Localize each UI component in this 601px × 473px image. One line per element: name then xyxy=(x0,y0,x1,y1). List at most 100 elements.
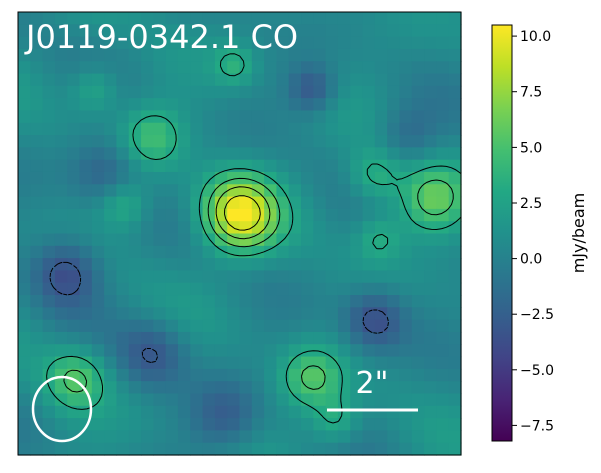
map-pixel xyxy=(288,442,302,456)
map-pixel xyxy=(448,110,462,124)
map-pixel xyxy=(436,430,450,444)
map-pixel xyxy=(313,282,327,296)
map-pixel xyxy=(30,430,44,444)
map-pixel xyxy=(362,171,376,185)
map-pixel xyxy=(30,110,44,124)
map-pixel xyxy=(190,48,204,62)
map-pixel xyxy=(411,270,425,284)
map-pixel xyxy=(264,122,278,136)
map-pixel xyxy=(141,430,154,444)
map-pixel xyxy=(177,405,191,419)
map-pixel xyxy=(128,135,142,148)
map-pixel xyxy=(411,147,425,161)
map-pixel xyxy=(350,184,364,198)
map-pixel xyxy=(399,381,413,395)
map-pixel xyxy=(104,73,118,87)
map-pixel xyxy=(239,418,253,431)
map-pixel xyxy=(227,405,241,419)
map-pixel xyxy=(436,282,450,296)
map-pixel xyxy=(362,331,376,345)
map-pixel xyxy=(30,98,44,112)
map-pixel xyxy=(301,12,314,25)
map-pixel xyxy=(190,418,204,431)
map-pixel xyxy=(362,221,376,235)
map-pixel xyxy=(177,442,191,456)
map-pixel xyxy=(18,12,31,25)
colorbar-tick-label: −5.0 xyxy=(520,363,554,379)
map-pixel xyxy=(227,331,241,345)
map-pixel xyxy=(276,442,290,456)
map-pixel xyxy=(141,122,154,136)
map-pixel xyxy=(67,61,81,75)
map-pixel xyxy=(141,147,154,161)
map-pixel xyxy=(325,356,339,370)
map-pixel xyxy=(411,36,425,50)
map-pixel xyxy=(374,184,388,198)
map-pixel xyxy=(301,184,314,198)
map-pixel xyxy=(448,418,462,431)
map-pixel xyxy=(128,147,142,161)
map-pixel xyxy=(116,171,130,185)
map-pixel xyxy=(202,430,216,444)
map-pixel xyxy=(374,122,388,136)
map-pixel xyxy=(18,295,31,308)
map-pixel xyxy=(190,171,204,185)
map-pixel xyxy=(153,135,167,148)
map-pixel xyxy=(264,73,278,87)
map-pixel xyxy=(313,110,327,124)
map-pixel xyxy=(239,135,253,148)
map-pixel xyxy=(264,12,278,25)
map-pixel xyxy=(424,331,437,345)
map-pixel xyxy=(387,196,401,210)
map-pixel xyxy=(91,381,105,395)
map-pixel xyxy=(387,12,401,25)
map-pixel xyxy=(42,258,56,272)
map-pixel xyxy=(239,24,253,38)
map-pixel xyxy=(436,73,450,87)
map-pixel xyxy=(337,184,351,198)
map-pixel xyxy=(387,442,401,456)
map-pixel xyxy=(313,208,327,222)
map-pixel xyxy=(227,184,241,198)
map-pixel xyxy=(91,307,105,321)
map-pixel xyxy=(177,147,191,161)
map-pixel xyxy=(91,344,105,358)
colorbar-tick-label: 0.0 xyxy=(520,252,542,268)
map-pixel xyxy=(288,319,302,333)
map-pixel xyxy=(301,159,314,173)
map-pixel xyxy=(153,147,167,161)
map-pixel xyxy=(411,418,425,431)
map-pixel xyxy=(177,159,191,173)
map-pixel xyxy=(104,98,118,112)
map-pixel xyxy=(67,233,81,247)
map-pixel xyxy=(313,24,327,38)
map-pixel xyxy=(288,61,302,75)
map-pixel xyxy=(374,270,388,284)
map-pixel xyxy=(313,122,327,136)
positive-contour xyxy=(215,186,271,240)
map-pixel xyxy=(227,368,241,382)
map-pixel xyxy=(227,61,241,75)
map-pixel xyxy=(276,405,290,419)
map-pixel xyxy=(374,381,388,395)
map-pixel xyxy=(214,319,228,333)
map-pixel xyxy=(153,282,167,296)
map-pixel xyxy=(54,233,68,247)
map-pixel xyxy=(374,344,388,358)
map-pixel xyxy=(325,147,339,161)
map-pixel xyxy=(325,381,339,395)
map-pixel xyxy=(448,221,462,235)
map-pixel xyxy=(399,282,413,296)
map-pixel xyxy=(387,405,401,419)
map-pixel xyxy=(54,356,68,370)
map-pixel xyxy=(239,442,253,456)
map-pixel xyxy=(141,368,154,382)
map-pixel xyxy=(190,405,204,419)
map-pixel xyxy=(104,196,118,210)
map-pixel xyxy=(276,430,290,444)
map-pixel xyxy=(128,418,142,431)
map-pixel xyxy=(165,184,179,198)
map-pixel xyxy=(362,270,376,284)
map-pixel xyxy=(30,208,44,222)
